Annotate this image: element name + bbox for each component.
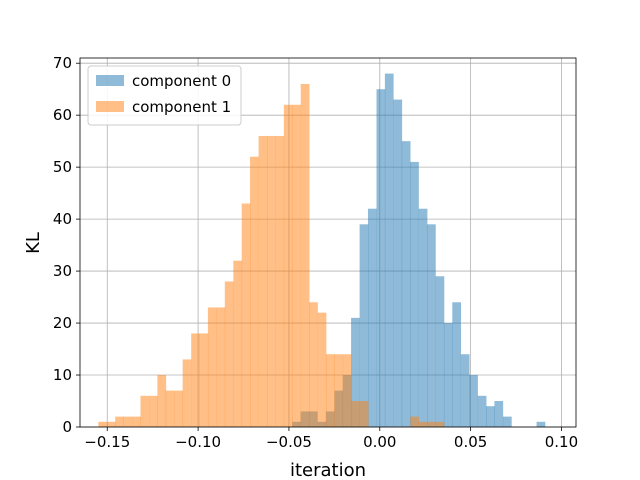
- histogram-bar: [309, 302, 318, 427]
- histogram-bar: [326, 354, 335, 427]
- legend-swatch: [96, 101, 124, 112]
- x-tick-label: 0.10: [545, 433, 578, 451]
- histogram-bar: [182, 359, 192, 427]
- histogram-bar: [418, 208, 428, 427]
- histogram-bar: [241, 203, 251, 427]
- histogram-bar: [123, 416, 133, 427]
- y-tick-label: 40: [53, 210, 72, 228]
- y-axis-label: KL: [23, 232, 44, 254]
- plot-frame: [79, 57, 577, 428]
- histogram-bar: [393, 99, 403, 428]
- y-tick-label: 0: [62, 418, 72, 436]
- histogram-bar: [427, 224, 436, 427]
- histogram-bar: [317, 312, 327, 427]
- histogram-bar: [224, 281, 234, 427]
- histogram-bar: [351, 401, 360, 427]
- histogram-bar: [98, 421, 108, 427]
- y-axis-ticks: 0 10 20 30 40 50 60 70: [53, 54, 80, 436]
- histogram-bar: [115, 416, 124, 427]
- histogram-bar: [452, 302, 462, 427]
- histogram-bar: [216, 307, 226, 427]
- histogram-bar: [266, 135, 276, 427]
- histogram-bar: [342, 354, 352, 427]
- y-tick-label: 10: [53, 366, 72, 384]
- histogram-bar: [283, 104, 293, 427]
- histogram-bar: [149, 395, 158, 427]
- y-tick-label: 20: [53, 314, 72, 332]
- histogram-bar: [418, 421, 428, 427]
- histogram-bar: [410, 161, 419, 427]
- legend-label: component 1: [132, 98, 231, 116]
- histogram-bar: [359, 224, 369, 427]
- histogram-bar: [359, 401, 369, 427]
- legend-box: [87, 65, 242, 126]
- histogram-bar: [401, 141, 411, 428]
- histogram-bar: [502, 416, 512, 427]
- histogram-bar: [334, 354, 344, 427]
- histogram-bar: [275, 135, 285, 427]
- x-tick-label: −0.15: [84, 433, 130, 451]
- histogram-bar: [292, 104, 301, 427]
- histogram-bar: [132, 416, 141, 427]
- y-tick-label: 60: [53, 106, 72, 124]
- histogram-bar: [207, 307, 217, 427]
- histogram-bar: [367, 208, 377, 427]
- legend: component 0 component 1: [87, 65, 242, 126]
- histogram-bar: [199, 333, 209, 427]
- histogram-bar: [174, 390, 184, 427]
- histogram-bar: [376, 89, 386, 427]
- histogram-bar: [106, 421, 116, 427]
- histogram-bar: [477, 395, 487, 427]
- x-tick-label: 0.05: [454, 433, 487, 451]
- histogram-bar: [140, 395, 150, 427]
- histogram-bar: [233, 260, 243, 427]
- histogram-bar: [165, 390, 175, 427]
- histogram-bar: [469, 375, 478, 427]
- histogram-bar: [494, 401, 504, 427]
- x-tick-label: −0.10: [175, 433, 221, 451]
- histogram-bar: [486, 406, 495, 427]
- histogram-bars: [98, 73, 546, 428]
- histogram-bar: [460, 354, 470, 427]
- x-axis-ticks: −0.15 −0.10 −0.05 0.00 0.05 0.10: [84, 427, 578, 451]
- histogram-bar: [384, 73, 394, 427]
- histogram-bar: [157, 375, 167, 427]
- histogram-bar: [300, 83, 310, 428]
- histogram-bar: [435, 276, 445, 427]
- histogram-bar: [250, 156, 259, 428]
- legend-swatch: [96, 75, 124, 86]
- y-tick-label: 70: [53, 54, 72, 72]
- legend-label: component 0: [132, 72, 231, 90]
- histogram-bar: [536, 421, 546, 427]
- histogram-bar: [191, 333, 200, 427]
- y-tick-label: 30: [53, 262, 72, 280]
- histogram-bar: [427, 421, 436, 427]
- histogram-bar: [435, 421, 445, 427]
- histogram-bar: [410, 416, 420, 427]
- histogram-bar: [443, 323, 453, 427]
- x-axis-label: iteration: [290, 460, 366, 480]
- series-1-bars: [98, 83, 445, 428]
- histogram-bar: [258, 135, 268, 427]
- histogram-bar: [351, 317, 360, 427]
- x-tick-label: −0.05: [266, 433, 312, 451]
- x-tick-label: 0.00: [363, 433, 396, 451]
- y-tick-label: 50: [53, 158, 72, 176]
